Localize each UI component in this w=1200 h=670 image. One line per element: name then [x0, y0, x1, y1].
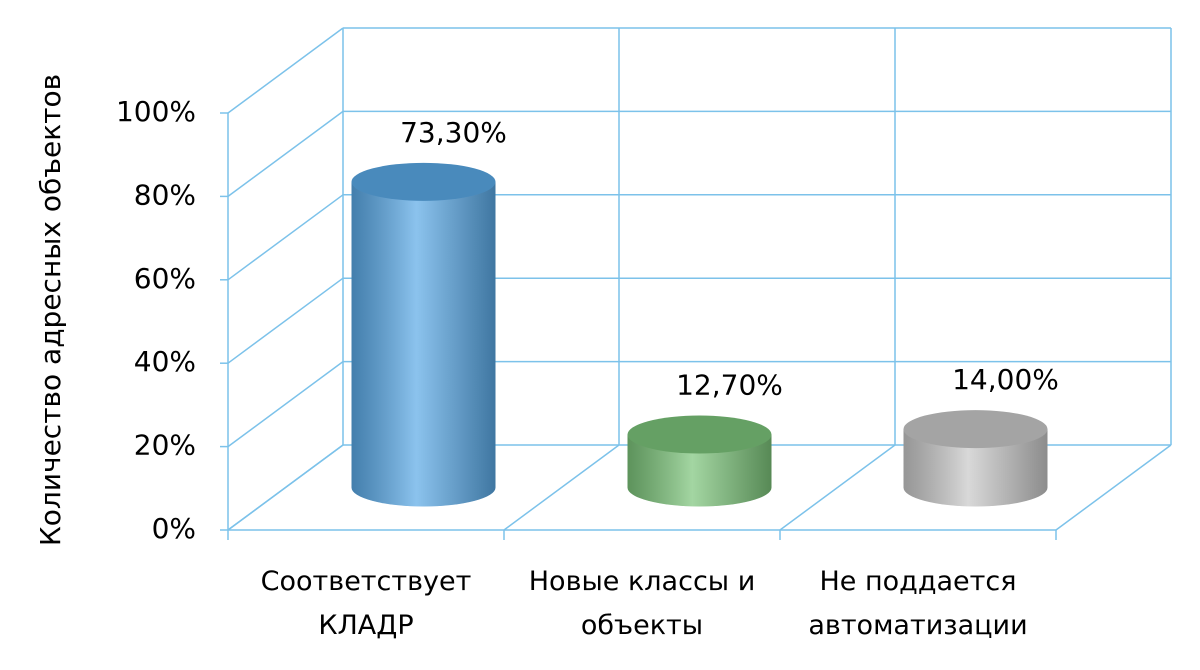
cylinder-top-shade — [627, 415, 772, 454]
floor-line — [503, 444, 620, 531]
cylinder — [903, 410, 1048, 507]
x-tick-label: Новые классы и объекты — [528, 566, 756, 641]
cylinder-shade — [351, 181, 496, 507]
cylinder-top-shade — [351, 162, 496, 201]
cylinder-top-shade — [903, 410, 1048, 449]
floor-line — [1055, 444, 1172, 531]
y-tick-label: 80% — [134, 178, 196, 211]
y-tick-label: 60% — [134, 262, 196, 295]
grid-line — [227, 360, 344, 448]
y-tick-label: 100% — [116, 95, 196, 128]
cylinder-shade — [903, 429, 1048, 507]
grid-line — [227, 27, 344, 114]
y-axis-label: Количество адресных объектов — [34, 74, 67, 546]
cylinder-top — [627, 415, 772, 454]
y-tick-label: 20% — [134, 429, 196, 462]
cylinder — [351, 162, 496, 507]
x-tick-label: Не поддается автоматизации — [808, 566, 1028, 641]
grid-line — [227, 110, 344, 198]
value-label: 73,30% — [400, 116, 507, 149]
grid-line — [227, 194, 344, 281]
cylinder-shade — [627, 434, 772, 507]
value-label: 12,70% — [676, 369, 783, 402]
cylinder — [627, 415, 772, 507]
x-tick-label: Соответствует КЛАДР — [260, 566, 472, 641]
floor-line — [779, 444, 896, 531]
cylinder-top — [903, 410, 1048, 449]
y-tick-label: 0% — [152, 512, 196, 545]
y-tick-label: 40% — [134, 345, 196, 378]
grid-line — [227, 444, 344, 531]
grid-line — [227, 277, 344, 364]
cylinder-top — [351, 162, 496, 201]
value-label: 14,00% — [952, 363, 1059, 396]
